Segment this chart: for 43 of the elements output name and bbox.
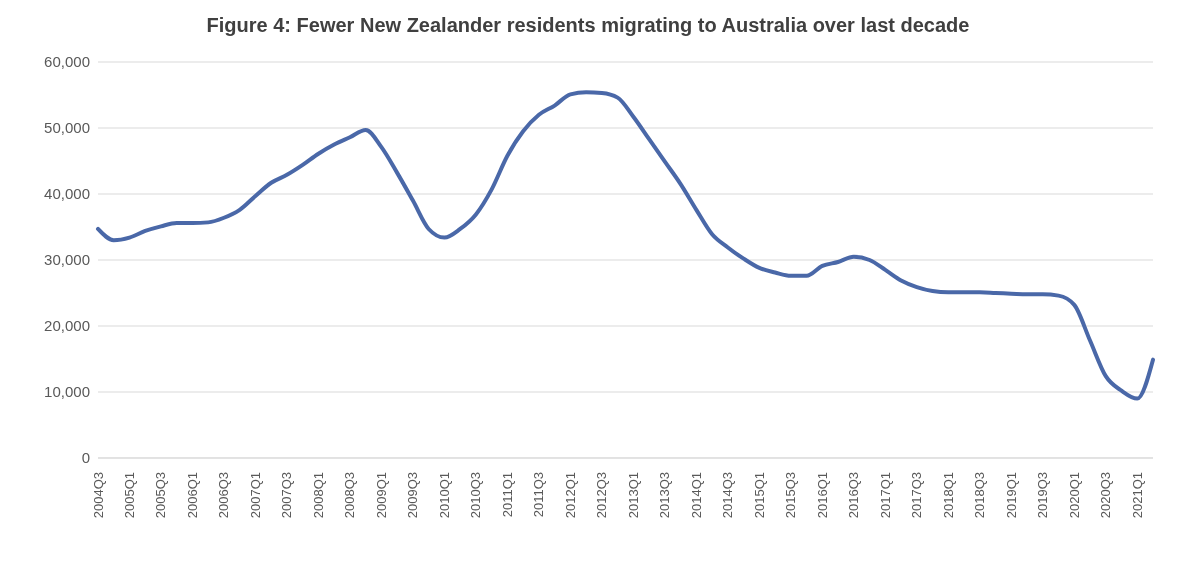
x-tick-label: 2009Q3 (405, 472, 421, 519)
x-tick-label: 2009Q1 (373, 472, 389, 519)
x-tick-label: 2006Q3 (216, 472, 232, 519)
x-tick-label: 2015Q3 (783, 472, 799, 519)
y-tick-label: 40,000 (44, 185, 90, 203)
y-tick-label: 0 (81, 449, 90, 467)
x-tick-label: 2007Q1 (247, 472, 263, 519)
x-tick-label: 2007Q3 (279, 472, 295, 519)
x-tick-label: 2008Q1 (310, 472, 326, 519)
x-tick-label: 2019Q1 (1003, 472, 1019, 519)
y-tick-label: 60,000 (44, 53, 90, 71)
x-tick-label: 2016Q1 (814, 472, 830, 519)
x-tick-label: 2004Q3 (90, 472, 106, 519)
line-series (96, 90, 1155, 401)
x-tick-label: 2016Q3 (846, 472, 862, 519)
chart-title: Figure 4: Fewer New Zealander residents migrating to Australia over last decade (205, 13, 971, 38)
x-tick-label: 2017Q1 (877, 472, 893, 519)
x-tick-label: 2013Q1 (625, 472, 641, 519)
x-tick-label: 2008Q3 (342, 472, 358, 519)
x-tick-label: 2012Q3 (594, 472, 610, 519)
x-tick-label: 2005Q1 (121, 472, 137, 519)
x-tick-label: 2013Q3 (657, 472, 673, 519)
x-tick-label: 2018Q3 (972, 472, 988, 519)
x-tick-label: 2011Q1 (499, 472, 515, 518)
y-tick-label: 20,000 (44, 317, 90, 335)
x-tick-label: 2014Q1 (688, 472, 704, 519)
x-tick-label: 2019Q3 (1035, 472, 1051, 519)
x-tick-label: 2021Q1 (1129, 472, 1145, 519)
x-tick-label: 2010Q1 (436, 472, 452, 519)
x-tick-label: 2020Q3 (1098, 472, 1114, 519)
x-tick-label: 2014Q3 (720, 472, 736, 519)
x-tick-label: 2005Q3 (153, 472, 169, 519)
y-tick-label: 10,000 (44, 383, 90, 401)
x-tick-label: 2018Q1 (940, 472, 956, 519)
x-tick-label: 2011Q3 (531, 472, 547, 518)
y-tick-label: 50,000 (44, 119, 90, 137)
x-tick-label: 2020Q1 (1066, 472, 1082, 519)
x-tick-label: 2015Q1 (751, 472, 767, 519)
x-tick-label: 2017Q3 (909, 472, 925, 519)
x-tick-label: 2010Q3 (468, 472, 484, 519)
x-tick-label: 2012Q1 (562, 472, 578, 519)
x-tick-label: 2006Q1 (184, 472, 200, 519)
y-tick-label: 30,000 (44, 251, 90, 269)
